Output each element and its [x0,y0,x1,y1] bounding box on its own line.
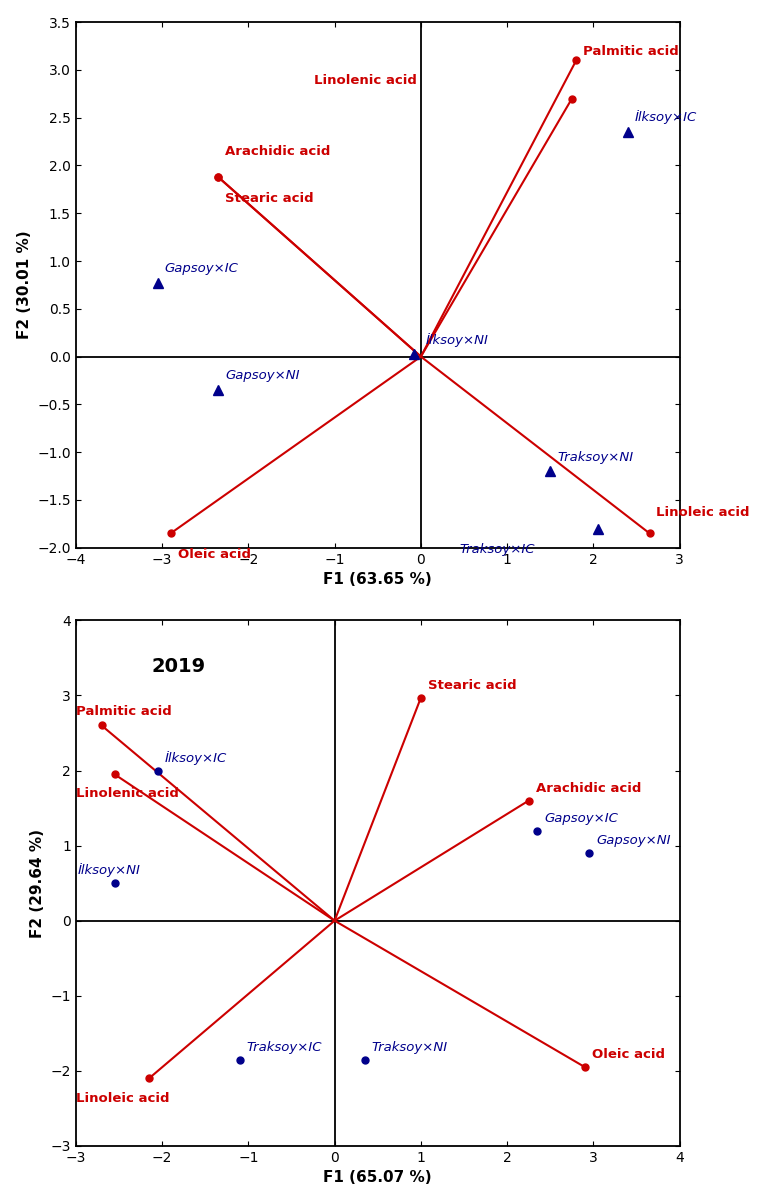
Text: Gapsoy×NI: Gapsoy×NI [596,834,670,847]
Text: Stearic acid: Stearic acid [428,679,516,691]
Text: Palmitic acid: Palmitic acid [583,46,679,59]
Y-axis label: F2 (29.64 %): F2 (29.64 %) [30,828,44,938]
Text: Traksoy×IC: Traksoy×IC [459,543,535,555]
Text: Oleic acid: Oleic acid [592,1048,665,1061]
Text: Arachidic acid: Arachidic acid [225,145,331,157]
Text: Palmitic acid: Palmitic acid [76,706,172,718]
Text: Traksoy×NI: Traksoy×NI [372,1041,448,1054]
Text: 2019: 2019 [151,657,206,677]
Text: İlksoy×IC: İlksoy×IC [635,111,697,124]
Text: Linolenic acid: Linolenic acid [314,75,416,87]
Text: Stearic acid: Stearic acid [225,192,314,206]
Text: Arachidic acid: Arachidic acid [535,781,641,795]
X-axis label: F1 (63.65 %): F1 (63.65 %) [324,572,432,587]
X-axis label: F1 (65.07 %): F1 (65.07 %) [324,1171,432,1185]
Text: Linoleic acid: Linoleic acid [76,1091,170,1105]
Text: İlksoy×NI: İlksoy×NI [77,863,140,877]
Y-axis label: F2 (30.01 %): F2 (30.01 %) [17,231,31,339]
Text: Linolenic acid: Linolenic acid [76,787,179,801]
Text: Traksoy×IC: Traksoy×IC [246,1041,322,1054]
Text: Gapsoy×IC: Gapsoy×IC [165,262,239,275]
Text: Traksoy×NI: Traksoy×NI [557,451,634,464]
Text: İlksoy×NI: İlksoy×NI [425,333,488,347]
Text: İlksoy×IC: İlksoy×IC [165,750,227,764]
Text: Oleic acid: Oleic acid [177,548,251,560]
Text: Linoleic acid: Linoleic acid [657,506,750,519]
Text: Gapsoy×NI: Gapsoy×NI [225,369,299,382]
Text: Gapsoy×IC: Gapsoy×IC [545,811,618,825]
